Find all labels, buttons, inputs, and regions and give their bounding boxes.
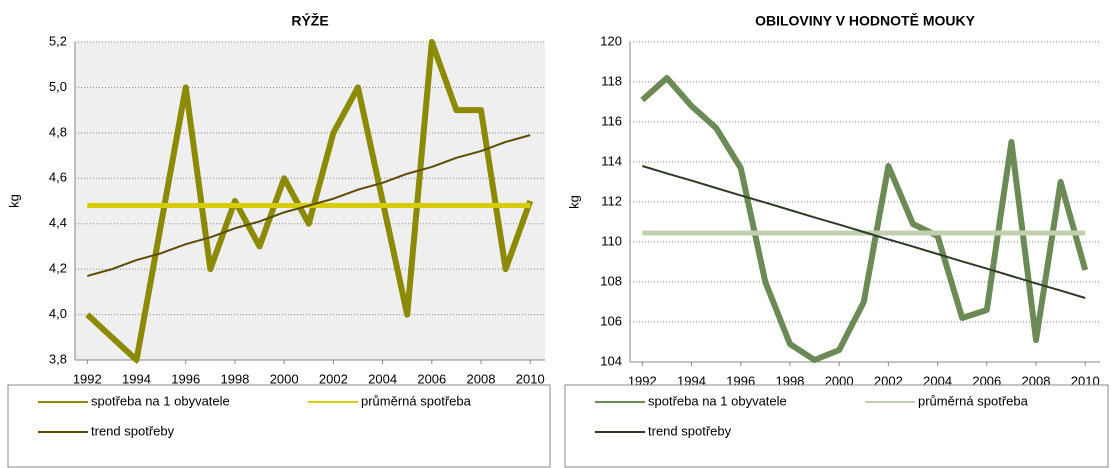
y-tick-label: 116: [601, 113, 622, 128]
y-tick-label: 114: [601, 153, 622, 168]
y-tick-label: 4,0: [49, 306, 67, 321]
x-tick-label: 2008: [467, 371, 496, 386]
x-tick-label: 2006: [972, 373, 1001, 388]
series-line: [87, 134, 531, 277]
y-tick-label: 3,8: [49, 351, 67, 366]
legend-label: trend spotřeby: [648, 423, 732, 438]
x-tick-label: 2008: [1022, 373, 1051, 388]
x-tick-label: 1992: [73, 371, 102, 386]
y-tick-label: 4,4: [49, 215, 67, 230]
series-line: [85, 39, 534, 363]
legend-label: spotřeba na 1 obyvatele: [91, 393, 230, 408]
x-tick-label: 1992: [628, 373, 657, 388]
y-tick-label: 108: [600, 273, 622, 288]
legend-label: spotřeba na 1 obyvatele: [648, 393, 787, 408]
x-tick-label: 2010: [516, 371, 545, 386]
series-line: [642, 165, 1086, 299]
y-tick-label: 4,2: [49, 261, 67, 276]
x-tick-label: 1996: [726, 373, 755, 388]
y-tick-label: 104: [600, 353, 622, 368]
y-tick-label: 4,6: [49, 170, 67, 185]
series-line: [640, 75, 1089, 363]
legend-label: průměrná spotřeba: [918, 393, 1029, 408]
y-tick-label: 5,0: [49, 79, 67, 94]
legend-label: průměrná spotřeba: [361, 393, 472, 408]
x-tick-label: 2000: [825, 373, 854, 388]
y-tick-label: 4,8: [49, 124, 67, 139]
y-axis-label: kg: [6, 194, 21, 208]
y-axis-label: kg: [566, 195, 581, 209]
x-tick-label: 1994: [677, 373, 706, 388]
y-tick-label: 5,2: [49, 33, 67, 48]
y-tick-label: 118: [601, 73, 622, 88]
y-tick-label: 110: [601, 233, 622, 248]
y-tick-label: 106: [600, 313, 622, 328]
y-tick-label: 120: [600, 33, 622, 48]
y-tick-label: 112: [601, 193, 622, 208]
x-tick-label: 1994: [122, 371, 151, 386]
x-tick-label: 2006: [417, 371, 446, 386]
chart-title: OBILOVINY V HODNOTĚ MOUKY: [755, 12, 976, 29]
legend-box: [7, 384, 551, 468]
chart-title: RÝŽE: [291, 12, 328, 29]
x-tick-label: 1998: [220, 371, 249, 386]
x-tick-label: 2002: [874, 373, 903, 388]
x-tick-label: 1998: [775, 373, 804, 388]
legend-label: trend spotřeby: [91, 423, 175, 438]
x-tick-label: 2002: [319, 371, 348, 386]
x-tick-label: 2004: [923, 373, 952, 388]
x-tick-label: 1996: [171, 371, 200, 386]
x-tick-label: 2010: [1071, 373, 1100, 388]
legend-box: [564, 384, 1109, 468]
x-tick-label: 2000: [270, 371, 299, 386]
plot-area: [75, 42, 545, 360]
x-tick-label: 2004: [368, 371, 397, 386]
